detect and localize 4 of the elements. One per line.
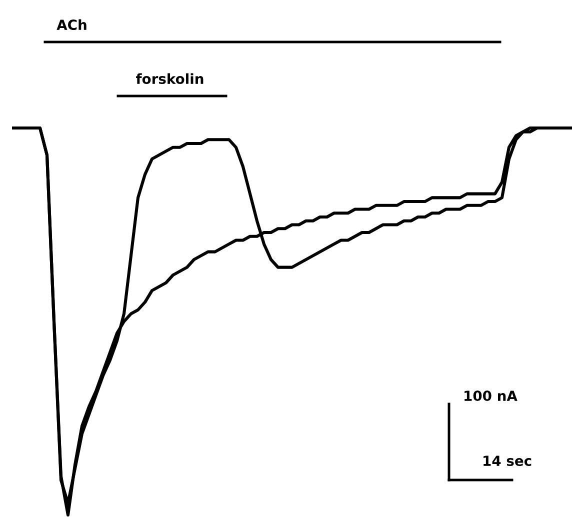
annotation: 14 sec xyxy=(484,456,532,466)
text: forskolin xyxy=(136,73,204,84)
text: ACh xyxy=(56,19,86,30)
annotation: 100 nA xyxy=(464,390,518,402)
